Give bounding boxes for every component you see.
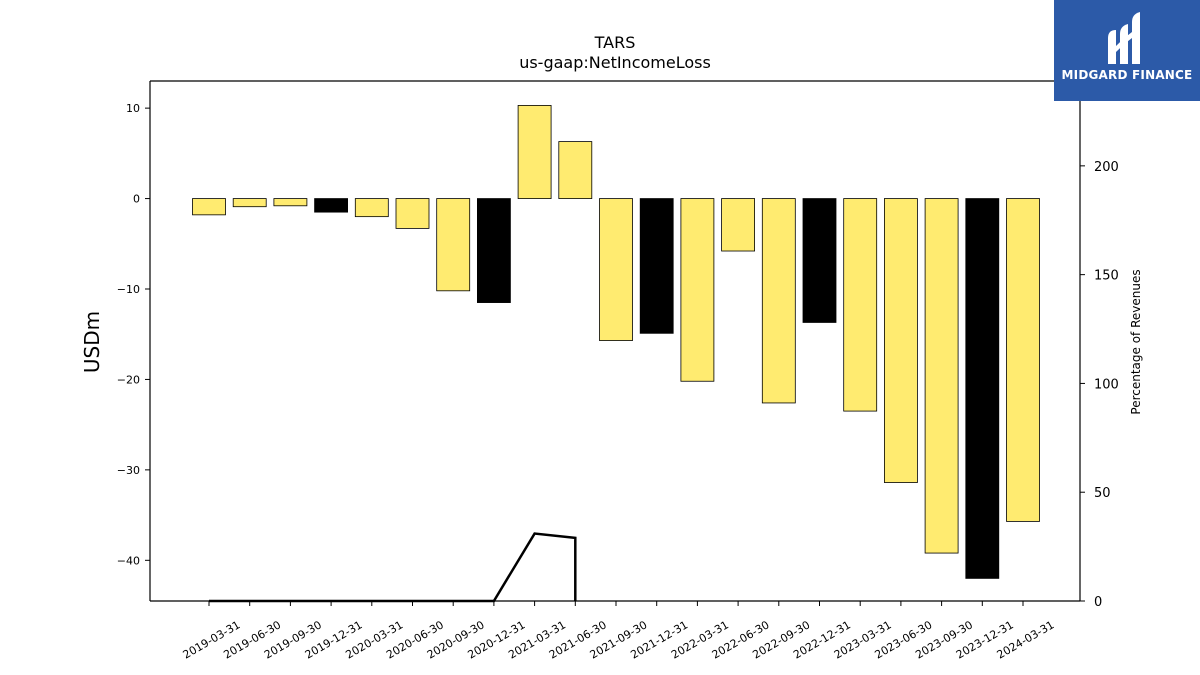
- bar-2021-12-31: [639, 198, 674, 334]
- revenue-percentage-line: [209, 532, 577, 603]
- y2-tick-label: 0: [1094, 595, 1102, 610]
- bar-2019-09-30: [273, 198, 308, 207]
- bar-2019-12-31: [314, 198, 349, 213]
- midgard-logo-icon: [1108, 12, 1140, 64]
- bar-2023-06-30: [884, 198, 918, 483]
- y-tick-label: −40: [117, 554, 140, 567]
- bar-2023-03-31: [843, 198, 878, 412]
- bars-group: [192, 105, 1040, 579]
- y-axis-label: USDm: [80, 311, 104, 373]
- y-tick-label: −20: [117, 373, 140, 386]
- bar-2019-03-31: [192, 198, 226, 216]
- bar-2020-06-30: [395, 198, 430, 229]
- midgard-finance-logo: MIDGARD FINANCE: [1054, 0, 1200, 101]
- logo-text: MIDGARD FINANCE: [1061, 68, 1193, 82]
- y2-tick-label: 150: [1094, 269, 1119, 284]
- bar-2022-03-31: [680, 198, 715, 382]
- chart-title: TARS: [594, 33, 636, 52]
- bar-2021-06-30: [558, 141, 593, 199]
- bar-2023-12-31: [965, 198, 1000, 579]
- chart-subtitle: us-gaap:NetIncomeLoss: [519, 53, 711, 72]
- y2-axis-label: Percentage of Revenues: [1129, 269, 1143, 414]
- y2-tick-label: 200: [1094, 160, 1119, 175]
- bar-2022-12-31: [802, 198, 837, 323]
- y-tick-label: 10: [126, 102, 140, 115]
- y-tick-label: −30: [117, 464, 140, 477]
- bar-2019-06-30: [232, 198, 267, 208]
- line-group: [209, 532, 577, 603]
- bar-2021-03-31: [517, 105, 552, 199]
- bar-2021-09-30: [599, 198, 633, 341]
- y-tick-label: 0: [133, 193, 140, 206]
- bar-2022-06-30: [721, 198, 755, 252]
- bar-2020-03-31: [354, 198, 389, 218]
- bar-2024-03-31: [1006, 198, 1040, 522]
- y-tick-label: −10: [117, 283, 140, 296]
- bar-2020-12-31: [476, 198, 511, 303]
- bar-2020-09-30: [436, 198, 471, 292]
- y2-tick-label: 100: [1094, 377, 1119, 392]
- bar-2023-09-30: [924, 198, 959, 554]
- bar-2022-09-30: [761, 198, 796, 404]
- y2-tick-label: 50: [1094, 486, 1111, 501]
